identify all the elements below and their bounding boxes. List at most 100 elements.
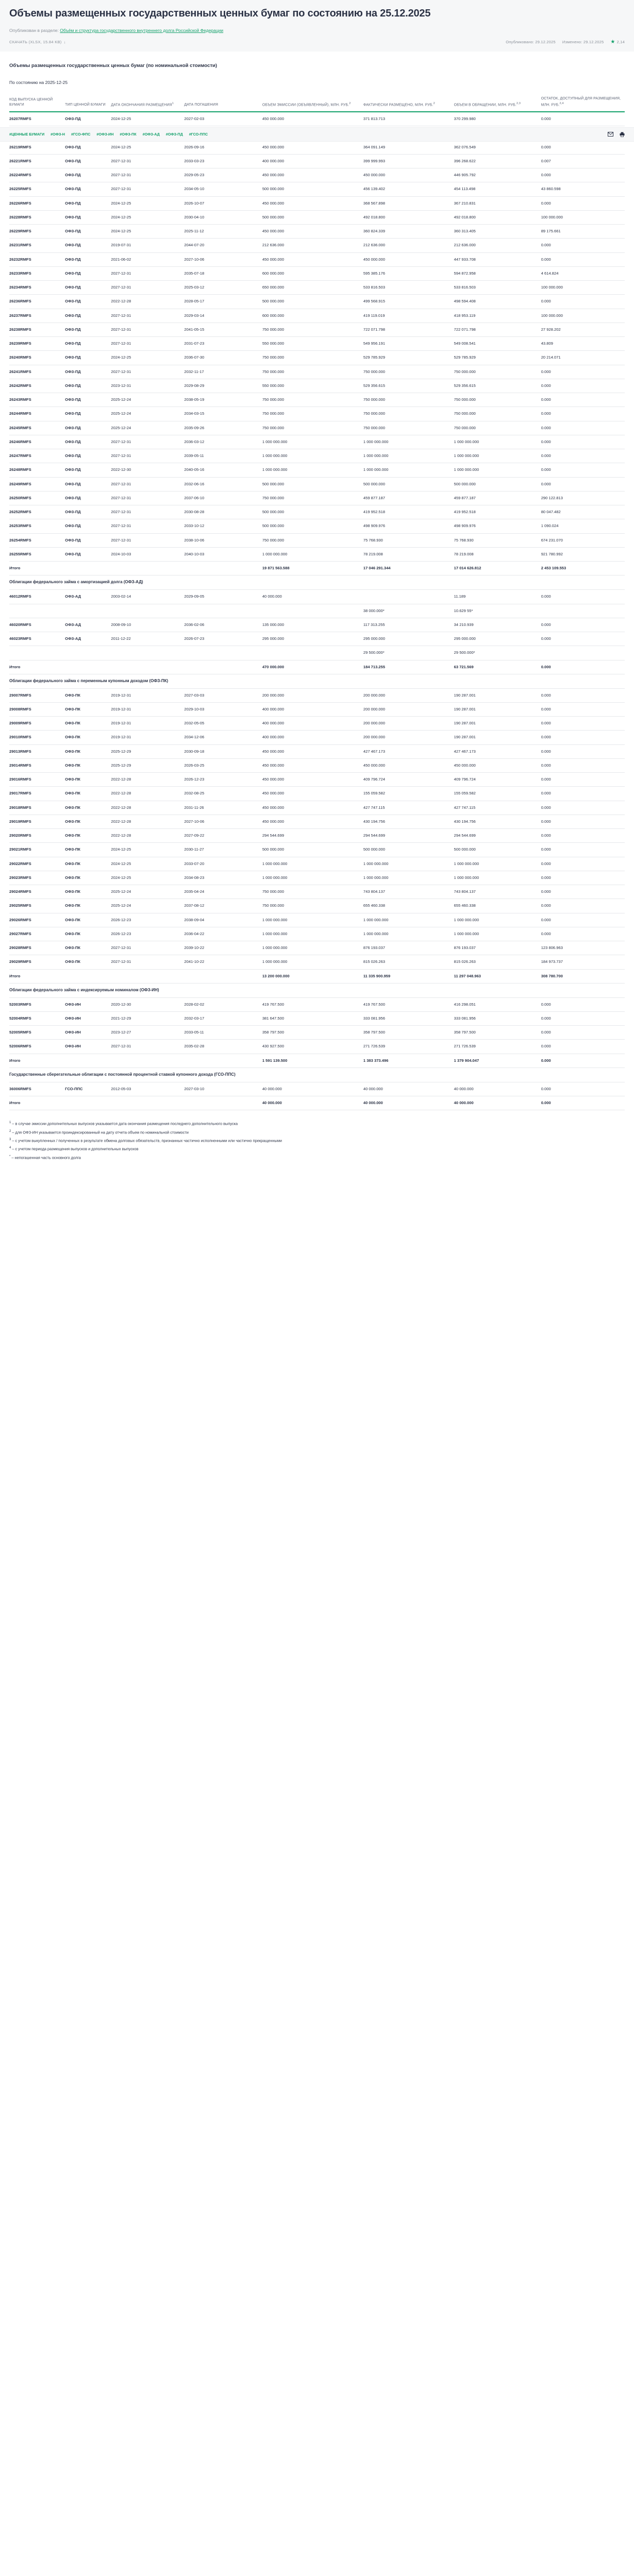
cell-c3: 2036-07-30 <box>184 350 262 365</box>
cell-c4: 450 000.000 <box>262 744 363 759</box>
cell-c4: 200 000.000 <box>262 688 363 703</box>
cell-c2: 2024-12-25 <box>111 140 185 155</box>
cell-c1: ОФЗ-ПД <box>65 463 111 478</box>
cell-c0: 29018RMFS <box>9 801 65 815</box>
cell-c5: 29 500.000* <box>363 646 454 660</box>
cell-c3: 2027-10-06 <box>184 252 262 267</box>
cell-c2: 2022-12-28 <box>111 786 185 801</box>
cell-c7: 0.000 <box>541 406 625 421</box>
cell-c4 <box>262 604 363 618</box>
section-link[interactable]: Объём и структура государственного внутр… <box>60 27 224 33</box>
cell-c7 <box>541 604 625 618</box>
cell-c1: ОФЗ-ПД <box>65 238 111 253</box>
cell-c4: 500 000.000 <box>262 842 363 857</box>
cell-c0: 26225RMFS <box>9 182 65 197</box>
table-row: 29008RMFS ОФЗ-ПК 2019-12-31 2029-10-03 400 0… <box>9 702 625 717</box>
table-row: 52005RMFS ОФЗ-ИН 2023-12-27 2033-05-11 358 7… <box>9 1025 625 1040</box>
cell-c0: 29023RMFS <box>9 871 65 886</box>
cell-c5: 333 081.956 <box>363 1011 454 1026</box>
cell-c7: 0.000 <box>541 842 625 857</box>
cell-c4: 450 000.000 <box>262 196 363 211</box>
share-icons <box>608 132 625 137</box>
cell-c0: 26248RMFS <box>9 463 65 478</box>
cell-c2: 2019-07-31 <box>111 238 185 253</box>
cell-c5: 294 544.699 <box>363 828 454 843</box>
cell-c4: 1 000 000.000 <box>262 871 363 886</box>
cell-c5: 529 356.615 <box>363 379 454 394</box>
cell-c7: 0.000 <box>541 252 625 267</box>
cell-c3: 2026-03-25 <box>184 758 262 773</box>
tag-link[interactable]: #ОФЗ-ПК <box>120 132 137 137</box>
cell-c7: 0.000 <box>541 786 625 801</box>
cell-c3: 2026-07-23 <box>184 632 262 647</box>
rating-widget[interactable]: ★ 2,14 <box>610 39 625 45</box>
cell-c7: 89 175.661 <box>541 224 625 239</box>
cell-c2: 2024-12-25 <box>111 857 185 871</box>
tag-link[interactable]: #ЦЕННЫЕ БУМАГИ <box>9 132 45 137</box>
table-row: 26242RMFS ОФЗ-ПД 2023-12-31 2029-08-29 550 0… <box>9 379 625 394</box>
cell-c6: 459 877.187 <box>454 491 541 506</box>
table-header-row: КОД ВЫПУСКА ЦЕННОЙ БУМАГИ ТИП ЦЕННОЙ БУМ… <box>9 96 625 113</box>
cell-c2: 2027-12-31 <box>111 309 185 323</box>
table-row: 29007RMFS ОФЗ-ПК 2019-12-31 2027-03-03 200 0… <box>9 688 625 703</box>
cell-c6: 294 544.699 <box>454 828 541 843</box>
table-row: 29 500.000* 29 500.000* <box>9 646 625 660</box>
cell-c5: 450 000.000 <box>363 252 454 267</box>
cell-c3: 2036-03-12 <box>184 435 262 450</box>
cell-c0: 29024RMFS <box>9 885 65 900</box>
cell-c2: 2024-12-25 <box>111 871 185 886</box>
cell-c0: 29020RMFS <box>9 828 65 843</box>
published-in-label: Опубликован в разделе: <box>9 27 59 33</box>
cell-c6: 876 193.037 <box>454 941 541 956</box>
tag-link[interactable]: #ОФЗ-АД <box>142 132 160 137</box>
cell-c0: 46023RMFS <box>9 632 65 647</box>
table-row: 26244RMFS ОФЗ-ПД 2025-12-24 2034-03-15 750 0… <box>9 406 625 421</box>
cell-c4: 750 000.000 <box>262 899 363 913</box>
cell-c7: 0.007 <box>541 154 625 169</box>
cell-c7: 80 047.482 <box>541 505 625 520</box>
cell-c5: 815 026.263 <box>363 955 454 970</box>
tag-link[interactable]: #ОФЗ-Н <box>51 132 65 137</box>
cell-c6: 529 356.615 <box>454 379 541 394</box>
cell-c5: 184 713.255 <box>363 660 454 674</box>
cell-c4: 358 797.500 <box>262 1025 363 1040</box>
cell-c7: 100 000.000 <box>541 210 625 225</box>
cell-c3: 2029-09-05 <box>184 589 262 604</box>
table-row: 26231RMFS ОФЗ-ПД 2019-07-31 2044-07-20 212 6… <box>9 238 625 253</box>
table-row: 26225RMFS ОФЗ-ПД 2027-12-31 2034-05-10 500 0… <box>9 182 625 197</box>
cell-c7: 0.000 <box>541 618 625 633</box>
cell-c5: 1 000 000.000 <box>363 463 454 478</box>
printer-icon[interactable] <box>620 132 625 137</box>
cell-c2: 2027-12-31 <box>111 336 185 351</box>
table-row: 29029RMFS ОФЗ-ПК 2027-12-31 2041-10-22 1 000… <box>9 955 625 970</box>
cell-c2: 2019-12-31 <box>111 702 185 717</box>
cell-c6: 454 113.498 <box>454 182 541 197</box>
cell-c2: 2022-12-30 <box>111 463 185 478</box>
cell-c3: 2026-12-23 <box>184 772 262 787</box>
tag-link[interactable]: #ОФЗ-ПД <box>165 132 183 137</box>
cell-c5: 200 000.000 <box>363 716 454 731</box>
cell-c1: ОФЗ-ПК <box>65 871 111 886</box>
table-row: 29027RMFS ОФЗ-ПК 2026-12-23 2036-04-22 1 000… <box>9 927 625 942</box>
cell-c7: 674 231.070 <box>541 533 625 548</box>
tag-link[interactable]: #ГСО-ФПС <box>71 132 91 137</box>
download-button[interactable]: СКАЧАТЬ (XLSX, 15.84 KB) ↓ <box>9 40 66 44</box>
cell-c3: 2038-05-19 <box>184 393 262 408</box>
star-icon: ★ <box>610 39 615 45</box>
cell-c2: 2027-12-31 <box>111 533 185 548</box>
cell-c2: 2027-12-31 <box>111 477 185 492</box>
table-row: 26250RMFS ОФЗ-ПД 2027-12-31 2037-06-10 750 0… <box>9 491 625 506</box>
table-row: 26226RMFS ОФЗ-ПД 2024-12-25 2026-10-07 450 0… <box>9 196 625 211</box>
table-row: 29009RMFS ОФЗ-ПК 2019-12-31 2032-05-05 400 0… <box>9 716 625 731</box>
envelope-icon[interactable] <box>608 132 613 137</box>
cell-c3 <box>184 561 262 576</box>
cell-c0: 29009RMFS <box>9 716 65 731</box>
tag-link[interactable]: #ОФЗ-ИН <box>96 132 114 137</box>
cell-c4: 135 000.000 <box>262 618 363 633</box>
cell-c7: 0.000 <box>541 112 625 127</box>
cell-c2: 2022-12-28 <box>111 828 185 843</box>
tag-link[interactable]: #ГСО-ППС <box>189 132 208 137</box>
download-arrow-icon: ↓ <box>63 40 66 45</box>
cell-c1: ОФЗ-ИН <box>65 1025 111 1040</box>
cell-c3: 2036-02-06 <box>184 618 262 633</box>
